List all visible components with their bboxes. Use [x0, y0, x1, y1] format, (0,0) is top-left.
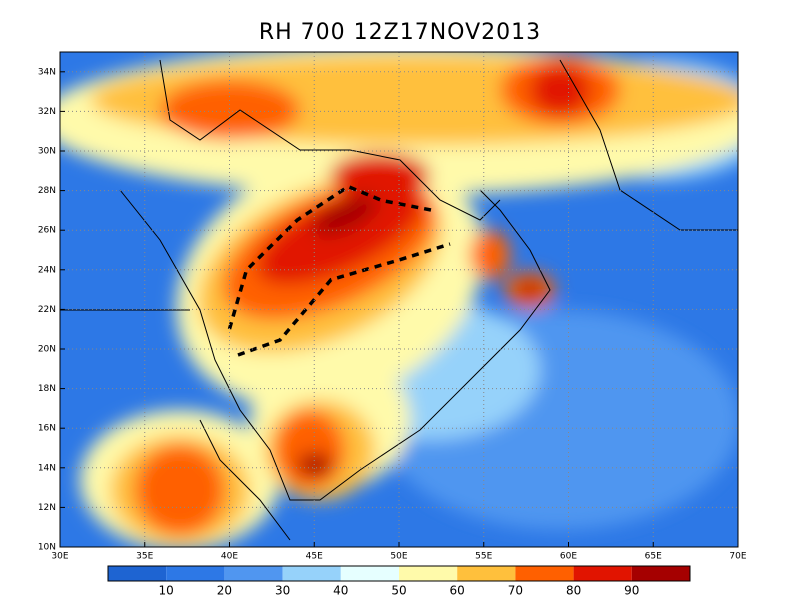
- colorbar-segment: [399, 566, 458, 581]
- colorbar-segment: [282, 566, 341, 581]
- axes: 30E 35E 40E 45E 50E 55E 60E 65E 70E 10N 12N 14N 16N 1…: [38, 67, 747, 561]
- colorbar-segment: [573, 566, 632, 581]
- colorbar-segment: [515, 566, 574, 581]
- colorbar-frame: [107, 565, 691, 582]
- lon-tick-label: 65E: [645, 552, 662, 562]
- colorbar-segment: [108, 566, 167, 581]
- lat-tick-label: 34N: [38, 67, 56, 77]
- lat-tick-label: 10N: [38, 543, 56, 553]
- dashed-contour: [227, 184, 451, 357]
- lon-tick-label: 35E: [136, 552, 153, 562]
- lat-tick-label: 18N: [38, 384, 56, 394]
- rh-field: [60, 52, 738, 547]
- lon-tick-label: 70E: [729, 552, 746, 562]
- lat-tick-label: 12N: [38, 503, 56, 513]
- lat-tick-label: 20N: [38, 345, 56, 355]
- colorbar-segment: [340, 566, 399, 581]
- lat-tick-label: 32N: [38, 107, 56, 117]
- colorbar-label: 40: [333, 584, 348, 598]
- colorbar-label: 60: [450, 584, 465, 598]
- coastlines: [60, 59, 738, 541]
- lon-tick-label: 45E: [306, 552, 323, 562]
- colorbar-segment: [224, 566, 283, 581]
- colorbar-segment: [457, 566, 516, 581]
- colorbar-label: 70: [508, 584, 523, 598]
- lon-tick-label: 30E: [51, 552, 68, 562]
- colorbar-label: 30: [275, 584, 290, 598]
- lon-tick-label: 40E: [221, 552, 238, 562]
- lat-tick-label: 28N: [38, 186, 56, 196]
- lat-tick-label: 14N: [38, 463, 56, 473]
- lon-tick-label: 50E: [390, 552, 407, 562]
- lat-tick-label: 26N: [38, 226, 56, 236]
- colorbar-segment: [166, 566, 225, 581]
- lon-tick-label: 55E: [475, 552, 492, 562]
- colorbar: 10 20 30 40 50 60 70 80 90: [107, 565, 691, 598]
- colorbar-label: 80: [566, 584, 581, 598]
- map-title: RH 700 12Z17NOV2013: [259, 20, 541, 45]
- lat-tick-label: 22N: [38, 305, 56, 315]
- lat-tick-label: 30N: [38, 147, 56, 157]
- lat-tick-label: 16N: [38, 424, 56, 434]
- colorbar-label: 90: [624, 584, 639, 598]
- lat-tick-label: 24N: [38, 265, 56, 275]
- colorbar-label: 50: [391, 584, 406, 598]
- lon-tick-label: 60E: [560, 552, 577, 562]
- colorbar-label: 10: [159, 584, 174, 598]
- colorbar-label: 20: [217, 584, 232, 598]
- colorbar-segment: [631, 566, 690, 581]
